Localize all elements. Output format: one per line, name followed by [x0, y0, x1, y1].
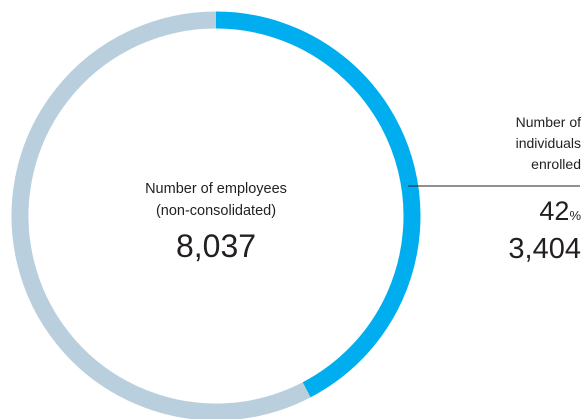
callout-block: Number of individuals enrolled 42% 3,404: [441, 112, 581, 266]
callout-label: Number of individuals enrolled: [515, 114, 581, 172]
slice-enrolled: [215, 11, 421, 398]
total-label: Number of employees (non-consolidated): [145, 181, 287, 219]
slice-not-enrolled: [11, 11, 311, 419]
callout-percent: 42%: [441, 195, 581, 232]
callout-percent-value: 42: [539, 196, 570, 226]
callout-percent-unit: %: [569, 208, 581, 223]
callout-count: 3,404: [508, 233, 581, 265]
total-value: 8,037: [175, 228, 257, 264]
